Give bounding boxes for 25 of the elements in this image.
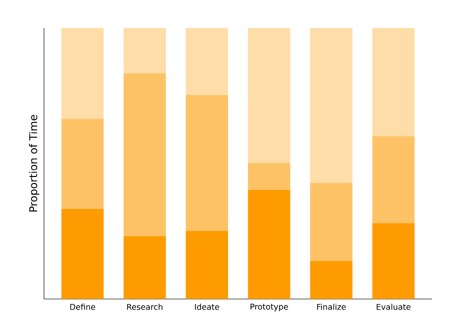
bar (61, 209, 104, 299)
x-tick-label: Ideate (195, 304, 220, 310)
x-tick-label: Prototype (250, 304, 288, 312)
bar (186, 94, 228, 231)
x-tick-label: Evaluate (376, 304, 411, 310)
x-tick-label: Define (70, 304, 96, 310)
bar (61, 28, 104, 120)
bar (310, 28, 352, 184)
bar (186, 28, 228, 95)
x-tick-label: Research (127, 304, 162, 310)
bar (248, 28, 290, 163)
bar (124, 236, 166, 299)
bar (61, 119, 104, 210)
y-axis-title: Proportion of Time (28, 114, 40, 212)
bar (186, 230, 228, 299)
bar (372, 223, 415, 299)
bar (310, 261, 352, 299)
bar (124, 28, 166, 74)
bar (124, 73, 166, 236)
bar (248, 162, 290, 190)
bar (372, 136, 415, 224)
x-tick-label: Finalize (317, 304, 346, 310)
bar (372, 28, 415, 136)
bar (248, 190, 290, 299)
bar (310, 183, 352, 262)
